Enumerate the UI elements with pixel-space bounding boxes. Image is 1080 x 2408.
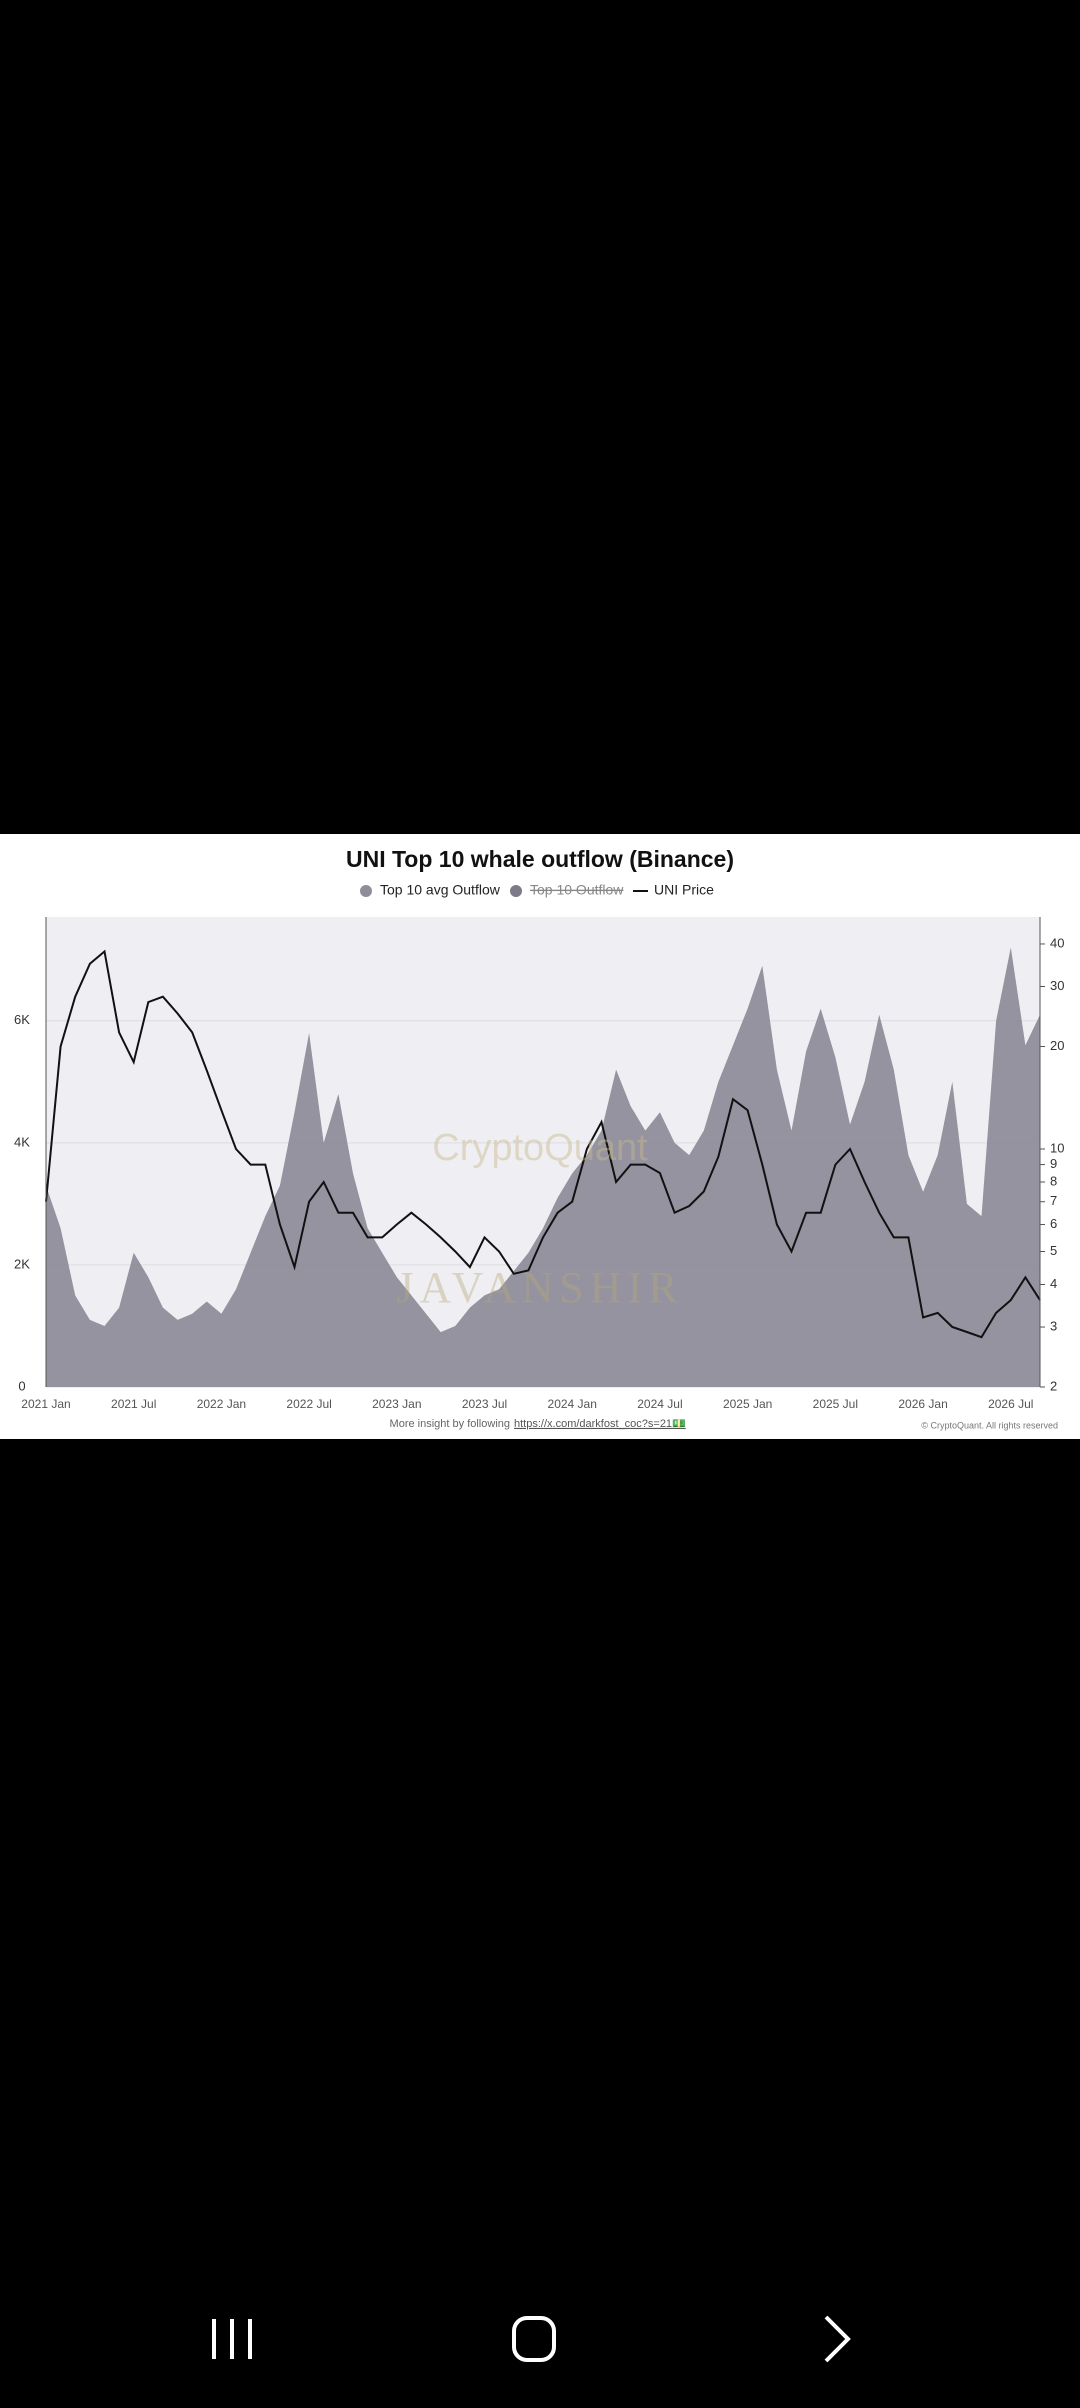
y-tick-label: 0	[18, 1378, 25, 1393]
y-tick-label: 4K	[14, 1134, 30, 1149]
x-tick-label: 2026 Jan	[898, 1397, 947, 1411]
x-tick-label: 2024 Jan	[548, 1397, 597, 1411]
chart-title: UNI Top 10 whale outflow (Binance)	[346, 846, 734, 872]
x-tick-label: 2026 Jul	[988, 1397, 1033, 1411]
legend-swatch	[360, 885, 372, 897]
price-line	[45, 949, 1041, 1339]
x-tick-label: 2021 Jan	[21, 1397, 70, 1411]
y2-tick-label: 9	[1050, 1156, 1057, 1171]
watermark: JAVANSHIR	[396, 1263, 683, 1312]
y-tick-label: 6K	[14, 1012, 30, 1027]
y2-tick-label: 4	[1050, 1276, 1057, 1291]
x-tick-label: 2022 Jan	[197, 1397, 246, 1411]
y2-tick-label: 20	[1050, 1038, 1064, 1053]
legend-label[interactable]: Top 10 avg Outflow	[380, 882, 501, 898]
plot: 0 2K 4K 6K 2 3 4 5 6 7 8 910 20 30 40 2021 Jan 2021 Jul 2…	[14, 917, 1064, 1411]
y2-tick-label: 7	[1050, 1193, 1057, 1208]
back-button[interactable]	[824, 2315, 851, 2363]
x-tick-label: 2024 Jul	[637, 1397, 682, 1411]
y2-tick-label: 10	[1050, 1140, 1064, 1155]
x-tick-label: 2023 Jul	[462, 1397, 507, 1411]
x-tick-label: 2023 Jan	[372, 1397, 421, 1411]
y2-tick-label: 5	[1050, 1243, 1057, 1258]
y2-tick-label: 8	[1050, 1173, 1057, 1188]
x-tick-label: 2025 Jul	[813, 1397, 858, 1411]
y2-tick-label: 2	[1050, 1378, 1057, 1393]
footer-note: More insight by following	[390, 1418, 510, 1430]
watermark: CryptoQuant	[432, 1127, 648, 1169]
legend: Top 10 avg Outflow Top 10 Outflow UNI Pric…	[360, 882, 714, 898]
x-tick-label: 2021 Jul	[111, 1397, 156, 1411]
y2-tick-label: 3	[1050, 1318, 1057, 1333]
y2-tick-label: 6	[1050, 1216, 1057, 1231]
footer-link[interactable]: https://x.com/darkfost_coc?s=21💵	[514, 1418, 686, 1430]
recents-button[interactable]	[212, 2319, 252, 2359]
legend-swatch	[510, 885, 522, 897]
copyright: © CryptoQuant. All rights reserved	[921, 1420, 1058, 1430]
home-button[interactable]	[512, 2316, 556, 2362]
y-tick-label: 2K	[14, 1256, 30, 1271]
y2-tick-label: 40	[1050, 935, 1064, 950]
legend-label[interactable]: UNI Price	[654, 882, 714, 898]
y2-tick-label: 30	[1050, 978, 1064, 993]
x-tick-label: 2022 Jul	[286, 1397, 331, 1411]
x-tick-label: 2025 Jan	[723, 1397, 772, 1411]
outflow-area	[46, 947, 1040, 1387]
legend-label[interactable]: Top 10 Outflow	[530, 882, 624, 898]
nav-bar	[212, 2315, 851, 2363]
